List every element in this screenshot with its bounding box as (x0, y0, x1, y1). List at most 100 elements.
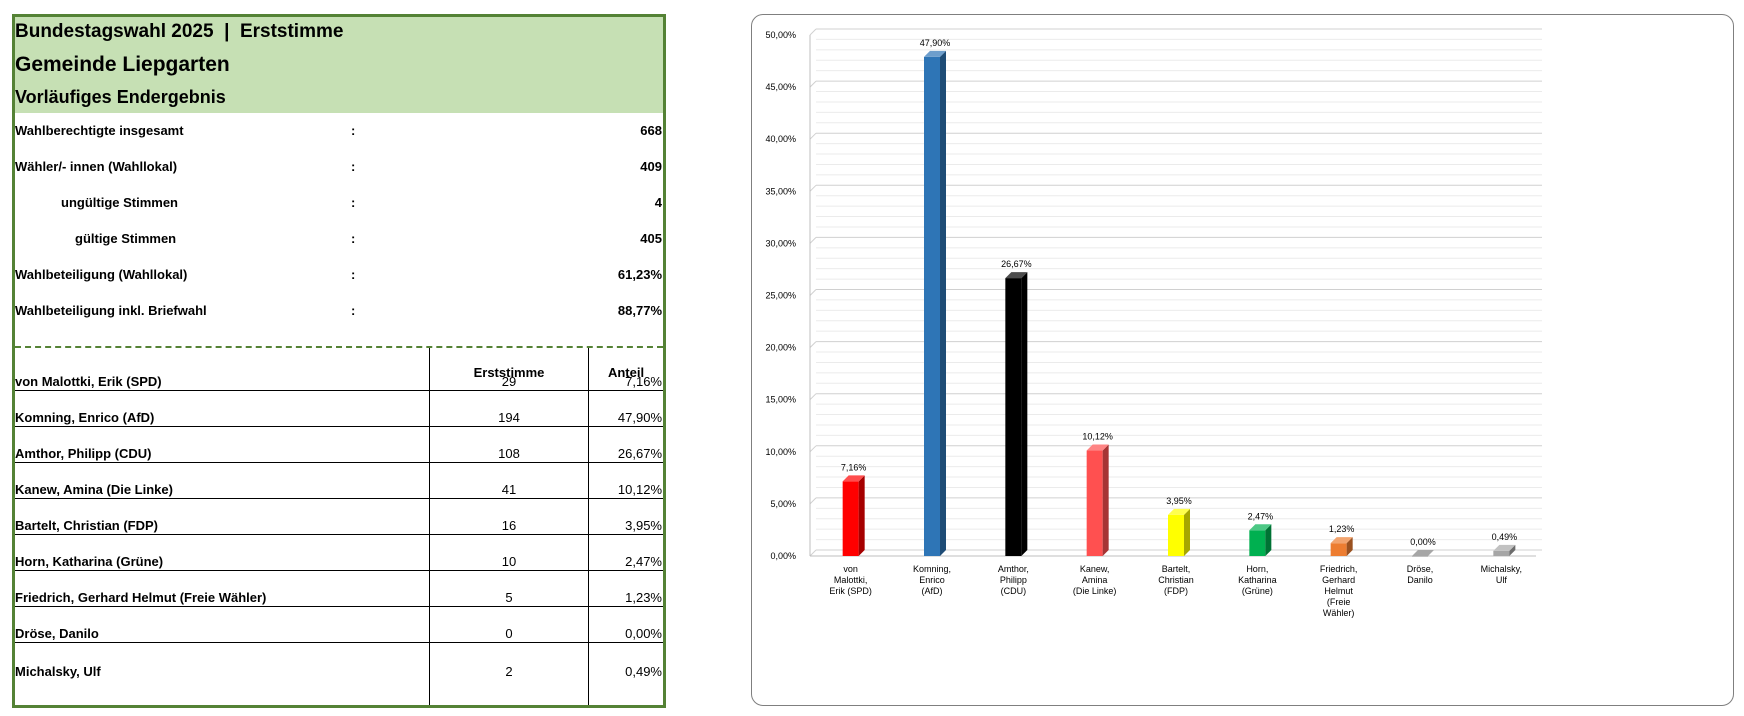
stat-row-valid: gültige Stimmen : 405 (15, 222, 663, 258)
bar-side (1509, 544, 1516, 556)
major-gridline-slant (809, 237, 817, 244)
category-label: (Freie (1327, 597, 1351, 607)
data-label: 1,23% (1329, 524, 1355, 534)
data-label: 26,67% (1001, 259, 1032, 269)
category-label: Horn, (1246, 564, 1268, 574)
candidate-votes: 2 (505, 664, 513, 679)
category-label: (AfD) (922, 586, 943, 596)
candidate-name: Horn, Katharina (Grüne) (15, 554, 164, 569)
data-label: 47,90% (920, 38, 951, 48)
bar-top (1412, 550, 1434, 556)
candidate-share: 26,67% (617, 446, 662, 461)
category-label: (Grüne) (1242, 586, 1273, 596)
category-label: Komning, (913, 564, 951, 574)
y-tick-label: 20,00% (765, 343, 796, 353)
bar-side (1346, 537, 1353, 556)
y-tick-label: 30,00% (765, 238, 796, 248)
stat-colon: : (351, 303, 356, 318)
major-gridline-slant (809, 497, 817, 505)
municipality-title: Gemeinde Liepgarten (15, 53, 230, 76)
stat-row-invalid: ungültige Stimmen : 4 (15, 186, 663, 222)
y-tick-label: 0,00% (770, 551, 796, 561)
category-label: (CDU) (1001, 586, 1027, 596)
vote-share-bar-chart: 0,00% 5,00% 10,00% 15,00% 20,00% 25,00% 30,00%… (765, 28, 1542, 618)
y-tick-label: 45,00% (765, 82, 796, 92)
column-header-votes: Erststimme (473, 365, 545, 380)
category-label: Michalsky, (1481, 564, 1522, 574)
candidate-name: von Malottki, Erik (SPD) (15, 374, 162, 389)
row-border (15, 462, 663, 463)
major-gridline-slant (809, 549, 817, 557)
category-label: Danilo (1407, 575, 1433, 585)
table-row: Bartelt, Christian (FDP) 16 3,95% (15, 498, 663, 535)
column-divider (588, 348, 589, 705)
category-label: Friedrich, (1320, 564, 1358, 574)
candidate-votes: 16 (501, 518, 517, 533)
result-status-title: Vorläufiges Endergebnis (15, 87, 226, 107)
row-border (15, 642, 663, 643)
candidate-name: Michalsky, Ulf (15, 664, 101, 679)
category-label: Kanew, (1080, 564, 1110, 574)
table-row: Dröse, Danilo 0 0,00% (15, 606, 663, 643)
major-gridline-slant (809, 184, 817, 192)
stat-row-eligible: Wahlberechtigte insgesamt : 668 (15, 114, 663, 150)
stat-value: 405 (640, 231, 662, 246)
bar-top (842, 475, 865, 482)
category-label: Katharina (1238, 575, 1277, 585)
category-label: von (843, 564, 858, 574)
stat-label: gültige Stimmen (75, 231, 177, 246)
candidate-votes: 10 (501, 554, 517, 569)
category-label: Ulf (1496, 575, 1507, 585)
stat-value: 88,77% (617, 303, 662, 318)
category-label: Dröse, (1407, 564, 1434, 574)
data-label: 3,95% (1166, 496, 1192, 506)
y-tick-label: 35,00% (765, 186, 796, 196)
candidate-votes: 29 (501, 374, 517, 389)
table-row: Amthor, Philipp (CDU) 108 26,67% (15, 426, 663, 463)
bar-top (924, 50, 946, 57)
table-row: Horn, Katharina (Grüne) 10 2,47% (15, 534, 663, 571)
stat-colon: : (351, 267, 356, 282)
major-gridline-slant (809, 445, 817, 453)
chart-panel: 0,00% 5,00% 10,00% 15,00% 20,00% 25,00% 30,00%… (751, 14, 1734, 706)
row-border (15, 534, 663, 535)
stat-row-voters: Wähler/- innen (Wahllokal) : 409 (15, 150, 663, 186)
section-divider (15, 346, 663, 348)
category-label: Amina (1082, 575, 1108, 585)
data-label: 7,16% (841, 462, 867, 472)
title-block: Bundestagswahl 2025 | Erststimme Gemeind… (15, 17, 663, 113)
stat-colon: : (351, 195, 356, 210)
column-divider (429, 348, 430, 705)
bar-front (1493, 550, 1510, 556)
y-tick-label: 5,00% (770, 499, 796, 509)
category-label: Bartelt, (1162, 564, 1191, 574)
stat-label: Wahlbeteiligung (Wahllokal) (15, 267, 188, 282)
category-label: Enrico (919, 575, 945, 585)
bar-side (1265, 524, 1272, 556)
candidate-name: Komning, Enrico (AfD) (15, 410, 155, 425)
stat-value: 4 (654, 195, 662, 210)
bar-front (924, 56, 940, 557)
candidate-share: 1,23% (625, 590, 662, 605)
data-label: 0,00% (1410, 537, 1436, 547)
election-title: Bundestagswahl 2025 | Erststimme (15, 21, 344, 42)
stat-label: Wähler/- innen (Wahllokal) (15, 159, 178, 174)
bar-top (1330, 537, 1353, 544)
bar-side (1102, 444, 1109, 556)
stat-label: Wahlberechtigte insgesamt (15, 123, 184, 138)
results-table-panel: Bundestagswahl 2025 | Erststimme Gemeind… (12, 14, 666, 708)
stat-value: 61,23% (617, 267, 662, 282)
y-tick-label: 15,00% (765, 395, 796, 405)
data-label: 2,47% (1248, 511, 1274, 521)
candidate-votes: 0 (505, 626, 513, 641)
row-border (15, 498, 663, 499)
stat-colon: : (351, 231, 356, 246)
stat-value: 409 (640, 159, 662, 174)
category-label: (FDP) (1164, 586, 1188, 596)
bar-front (1005, 278, 1022, 556)
bar-front (1330, 543, 1347, 556)
candidate-votes: 5 (505, 590, 513, 605)
row-border (15, 570, 663, 571)
bar-front (1086, 450, 1103, 556)
row-border (15, 390, 663, 391)
